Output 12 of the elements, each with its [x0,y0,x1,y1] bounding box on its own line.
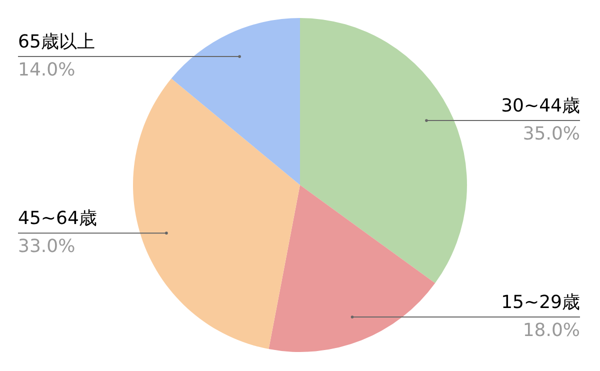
data-label: 33.0% [18,236,76,258]
slice-label: 45~64歳 [18,208,97,230]
pie-slice [300,18,467,284]
data-label: 14.0% [18,60,76,81]
slice-label: 15~29歳 [501,292,580,313]
pie-slice [171,18,300,185]
data-label: 18.0% [522,320,580,341]
slice-label: 30~44歳 [501,96,580,117]
pie-slice [268,185,436,352]
slice-label: 65歳以上 [18,32,95,53]
pie-slice [133,78,300,350]
data-label: 35.0% [522,124,580,145]
